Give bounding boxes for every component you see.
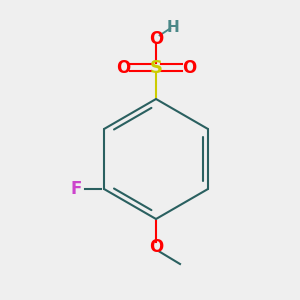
Text: H: H [166, 20, 179, 34]
Text: O: O [149, 238, 163, 256]
Text: O: O [149, 30, 163, 48]
Text: O: O [182, 58, 196, 76]
Text: O: O [116, 58, 130, 76]
Text: F: F [70, 180, 82, 198]
Text: S: S [149, 58, 163, 76]
